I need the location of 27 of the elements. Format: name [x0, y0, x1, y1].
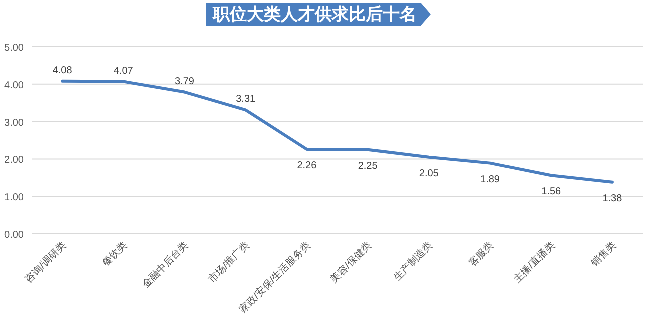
x-tick-label: 销售类 — [588, 240, 619, 270]
data-label: 3.79 — [175, 76, 195, 88]
y-tick-label: 0.00 — [4, 230, 24, 241]
line-series — [61, 80, 614, 184]
chart-title: 职位大类人才供求比后十名 — [212, 5, 417, 24]
data-label: 2.25 — [358, 160, 378, 172]
x-tick-label: 生产制造类 — [391, 240, 436, 284]
x-tick-label: 餐饮类 — [100, 240, 130, 270]
data-label: 4.08 — [52, 65, 73, 76]
data-label: 2.26 — [297, 160, 318, 172]
x-tick-label: 金融中后台类 — [140, 240, 191, 291]
x-tick-label: 主播/直播类 — [512, 240, 558, 286]
y-tick-label: 1.00 — [4, 192, 24, 204]
data-label: 1.89 — [480, 174, 500, 186]
x-tick-label: 市场/推广类 — [206, 240, 252, 286]
y-tick-label: 5.00 — [4, 43, 24, 54]
x-tick-label: 客服类 — [466, 240, 496, 270]
data-label: 4.07 — [114, 66, 134, 77]
data-label: 1.56 — [542, 186, 562, 198]
y-tick-label: 3.00 — [4, 118, 24, 129]
x-tick-label: 咨询/调研类 — [22, 240, 69, 286]
y-tick-label: 4.00 — [4, 80, 24, 92]
data-label: 1.38 — [602, 193, 623, 204]
y-tick-label: 2.00 — [4, 155, 24, 166]
data-label: 3.31 — [236, 94, 256, 106]
x-tick-label: 美容/保健类 — [328, 240, 374, 286]
data-label: 2.05 — [419, 168, 440, 180]
